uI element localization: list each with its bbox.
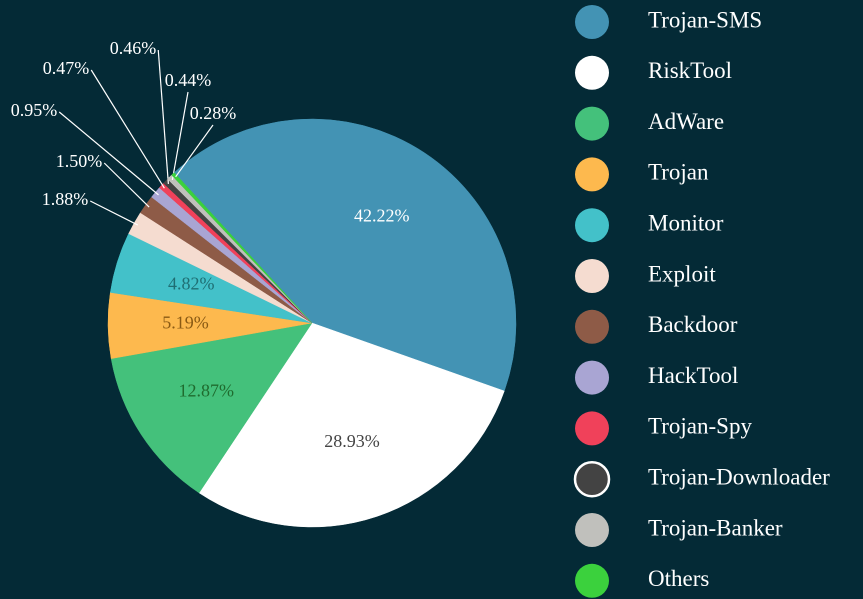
leader-line [171,91,189,181]
legend-label: AdWare [648,109,724,134]
legend-label: RiskTool [648,58,732,83]
legend-swatch [575,563,609,598]
slice-label: 28.93% [324,431,380,451]
leader-line [58,111,159,196]
legend-label: HackTool [648,363,738,388]
leader-line [103,162,150,208]
legend-label: Monitor [648,210,724,235]
legend-label: Trojan-Downloader [648,464,830,489]
pie-slice [110,322,313,494]
leader-line [89,200,139,226]
legend-swatch [573,460,611,498]
slice-label: 1.88% [42,189,89,209]
legend-label: Trojan-Spy [648,414,752,439]
slice-label: 0.47% [43,58,90,78]
legend-label: Trojan-SMS [648,7,762,32]
slice-label: 0.44% [165,70,212,90]
pie-slice [198,322,505,528]
slice-label: 5.19% [162,313,209,333]
slice-label: 12.87% [178,380,234,400]
legend-swatch [575,157,609,192]
pie-slice [171,172,313,324]
legend-label: Exploit [648,261,716,286]
pie-slice [173,118,517,392]
leader-line [157,49,169,184]
legend-swatch [575,5,609,39]
legend-swatch [575,259,609,293]
legend-label: Trojan [648,160,709,185]
legend-swatch [575,411,609,446]
slice-label: 0.95% [11,100,58,120]
legend-label: Backdoor [648,312,738,337]
slice-label: 1.50% [56,151,103,171]
legend-swatch [575,360,609,395]
legend-label: Trojan-Banker [648,515,783,540]
slice-label: 4.82% [168,274,215,294]
leader-line [175,124,214,178]
slice-label: 42.22% [354,206,410,226]
slice-label: 0.28% [190,103,237,123]
leader-line [90,69,165,189]
slice-label: 0.46% [110,38,157,58]
legend-swatch [575,55,609,90]
legend-swatch [575,513,609,547]
legend-label: Others [648,566,709,591]
legend-swatch [575,106,609,141]
legend-swatch [575,309,609,344]
legend-swatch [575,208,609,243]
